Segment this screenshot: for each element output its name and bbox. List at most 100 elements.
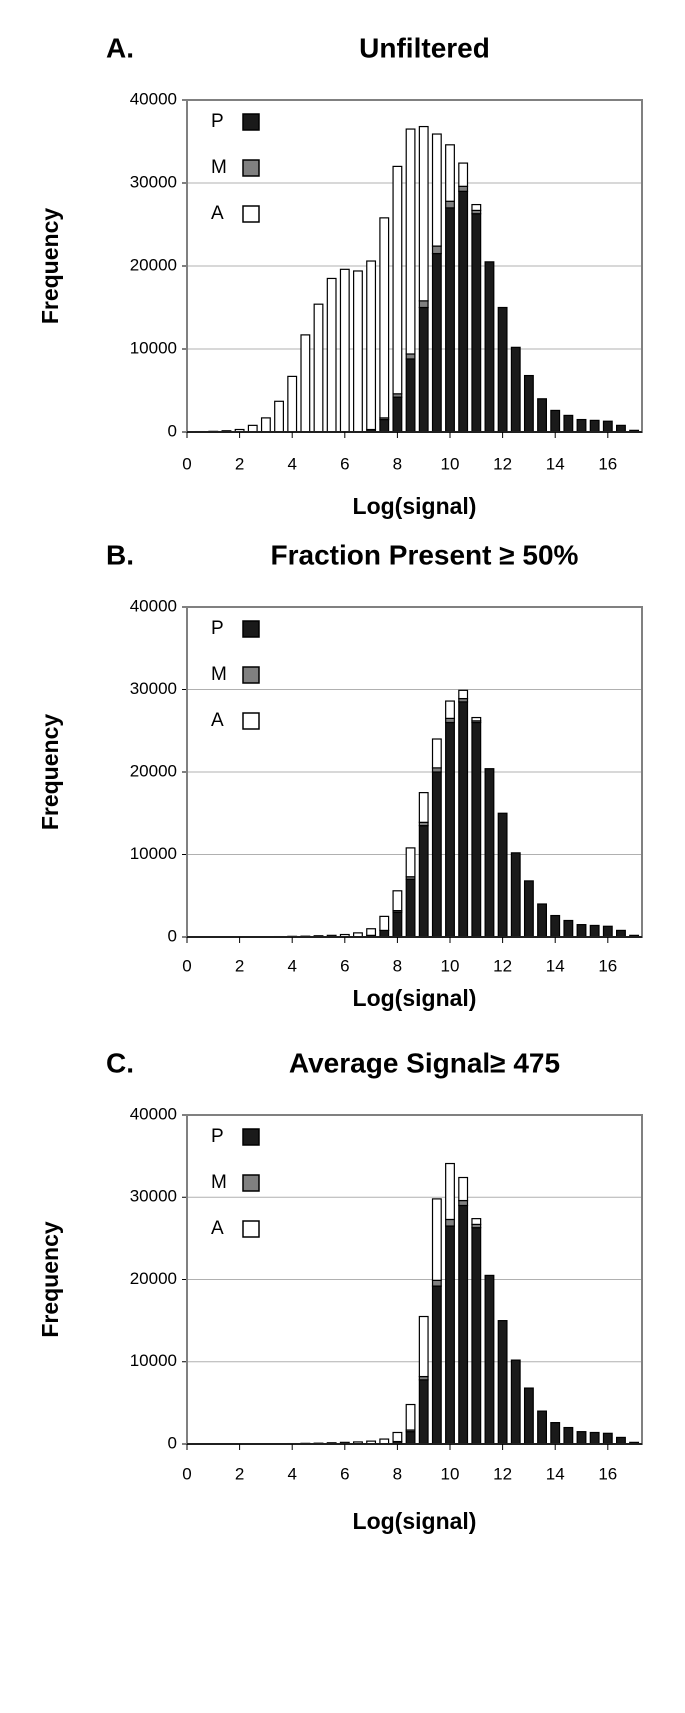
- legend-label: M: [211, 1172, 227, 1193]
- bar-segment: [366, 260, 377, 431]
- y-tick-label: 10000: [130, 338, 177, 357]
- bar-segment: [458, 689, 469, 700]
- bar-segment: [589, 1431, 600, 1445]
- bar-segment: [405, 878, 416, 938]
- bar-segment: [563, 414, 574, 433]
- bar-segment: [458, 1176, 469, 1202]
- x-axis-label: Log(signal): [353, 985, 477, 1011]
- bar-segment: [392, 890, 403, 912]
- y-tick-label: 30000: [130, 1187, 177, 1206]
- bar-segment: [445, 207, 455, 433]
- bar-segment: [392, 911, 403, 938]
- x-tick-label: 0: [182, 454, 191, 473]
- x-tick-label: 2: [235, 1464, 244, 1483]
- bar-segment: [458, 185, 469, 192]
- bar-segment: [405, 1431, 416, 1445]
- x-tick-label: 6: [340, 956, 349, 975]
- bar-segment: [392, 165, 403, 395]
- x-tick-label: 10: [441, 454, 460, 473]
- x-tick-label: 14: [546, 956, 565, 975]
- y-tick-label: 20000: [130, 761, 177, 780]
- bar-segment: [510, 852, 521, 938]
- bar-segment: [326, 277, 337, 433]
- bar-segment: [484, 768, 495, 938]
- legend-label: M: [211, 157, 227, 178]
- bar-segment: [405, 358, 416, 433]
- legend-swatch: [242, 1128, 260, 1146]
- bar-segment: [458, 190, 469, 433]
- bar-segment: [339, 268, 350, 433]
- bar-segment: [537, 398, 547, 433]
- bar-segment: [523, 374, 534, 433]
- bar-segment: [287, 375, 298, 433]
- bar-segment: [550, 914, 561, 938]
- bar-segment: [484, 261, 495, 433]
- bar-segment: [497, 306, 508, 433]
- bar-segment: [418, 1379, 429, 1445]
- legend-swatch: [242, 712, 260, 730]
- bar-segment: [379, 418, 390, 433]
- x-axis-label: Log(signal): [353, 1508, 477, 1534]
- x-tick-label: 6: [340, 454, 349, 473]
- y-tick-label: 0: [168, 421, 177, 440]
- bar-segment: [445, 721, 455, 938]
- bar-segment: [510, 346, 521, 433]
- x-tick-label: 2: [235, 956, 244, 975]
- x-tick-label: 8: [393, 956, 402, 975]
- bar-segment: [537, 903, 547, 938]
- x-tick-label: 16: [598, 454, 617, 473]
- y-tick-label: 30000: [130, 679, 177, 698]
- legend-swatch: [242, 666, 260, 684]
- legend-label: P: [211, 618, 224, 639]
- bar-segment: [471, 721, 482, 938]
- bar-segment: [589, 419, 600, 433]
- bar-segment: [445, 1218, 455, 1227]
- bar-segment: [431, 245, 442, 255]
- bar-segment: [458, 162, 469, 187]
- bar-segment: [484, 1274, 495, 1445]
- x-tick-label: 6: [340, 1464, 349, 1483]
- bar-segment: [353, 270, 363, 433]
- legend-swatch: [242, 159, 260, 177]
- bar-segment: [431, 252, 442, 433]
- bar-segment: [602, 925, 613, 938]
- y-tick-label: 20000: [130, 255, 177, 274]
- bar-segment: [471, 203, 482, 211]
- bar-segment: [392, 1431, 403, 1443]
- bar-segment: [576, 1431, 587, 1445]
- bar-segment: [576, 418, 587, 433]
- x-tick-label: 16: [598, 1464, 617, 1483]
- y-tick-label: 40000: [130, 596, 177, 615]
- bar-segment: [392, 396, 403, 433]
- bar-segment: [550, 409, 561, 433]
- legend-swatch: [242, 205, 260, 223]
- y-tick-label: 10000: [130, 1351, 177, 1370]
- bar-segment: [405, 128, 416, 355]
- y-tick-label: 0: [168, 1433, 177, 1452]
- bar-segment: [431, 771, 442, 938]
- y-tick-label: 30000: [130, 172, 177, 191]
- y-axis-label: Frequency: [37, 714, 63, 831]
- bar-segment: [550, 1422, 561, 1445]
- bar-segment: [405, 353, 416, 360]
- bar-segment: [274, 400, 284, 433]
- bar-segment: [471, 1218, 482, 1225]
- x-tick-label: 0: [182, 956, 191, 975]
- bar-segment: [405, 847, 416, 878]
- bar-segment: [445, 200, 455, 209]
- legend-label: P: [211, 111, 224, 132]
- bar-segment: [379, 915, 390, 931]
- y-tick-label: 40000: [130, 89, 177, 108]
- chart-title: Unfiltered: [359, 32, 490, 63]
- y-tick-label: 40000: [130, 1104, 177, 1123]
- bar-segment: [602, 1432, 613, 1445]
- legend-swatch: [242, 620, 260, 638]
- legend-label: A: [211, 203, 224, 224]
- bar-segment: [431, 767, 442, 773]
- bar-segment: [471, 213, 482, 433]
- bar-segment: [445, 717, 455, 724]
- bar-segment: [418, 792, 429, 823]
- bar-segment: [379, 217, 390, 419]
- bar-segment: [431, 1285, 442, 1445]
